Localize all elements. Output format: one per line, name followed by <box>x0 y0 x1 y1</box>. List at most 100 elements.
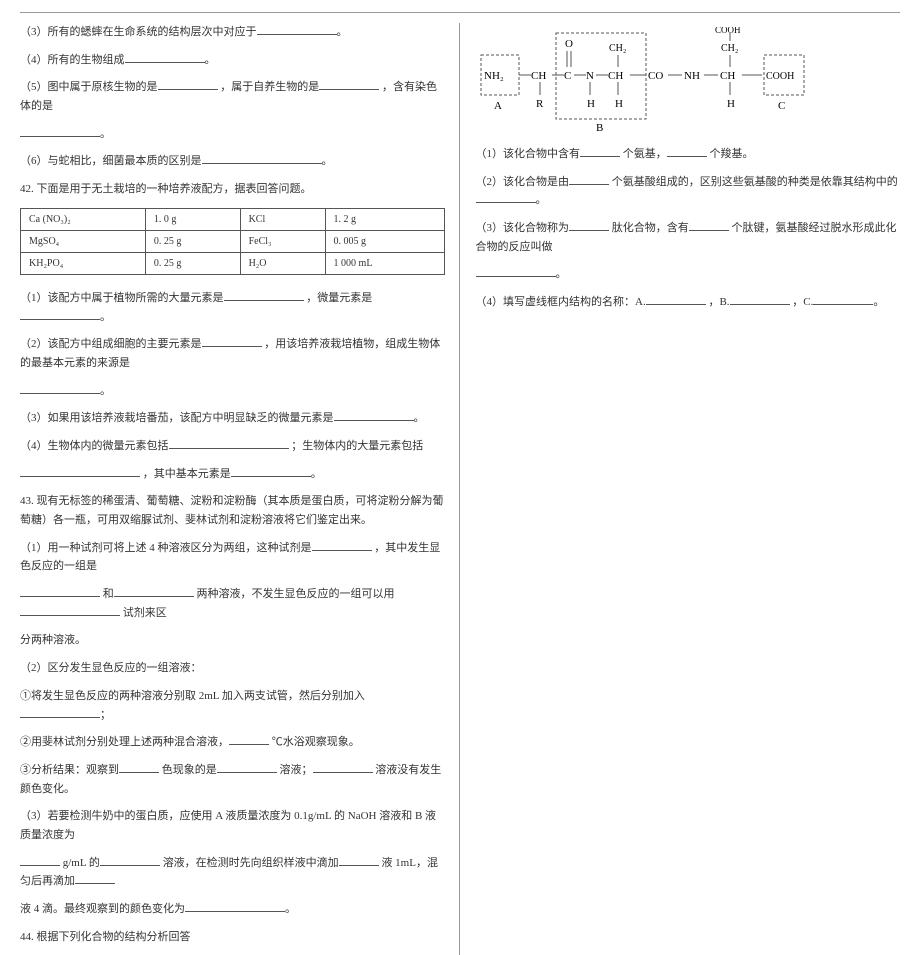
c: C <box>564 70 571 82</box>
right-column: A B C NH₂ CH C N CH CO NH CH C <box>476 23 901 955</box>
t: （1）用一种试剂可将上述 4 种溶液区分为两组，这种试剂是 <box>20 542 312 554</box>
cooh: COOH <box>715 27 741 35</box>
t: 试剂来区 <box>123 607 167 619</box>
top-rule <box>20 12 900 13</box>
blank <box>569 173 609 185</box>
blank <box>646 293 706 305</box>
blank <box>569 219 609 231</box>
nh: NH <box>684 70 700 82</box>
q43: 43. 现有无标签的稀蛋清、葡萄糖、淀粉和淀粉酶（其本质是蛋白质，可将淀粉分解为… <box>20 492 445 529</box>
blank <box>20 382 100 394</box>
peptide-diagram: A B C NH₂ CH C N CH CO NH CH C <box>476 27 901 135</box>
blank <box>689 219 729 231</box>
nutrient-table: Ca (NO₃)₂ 1. 0 g KCl 1. 2 g MgSO₄ 0. 25 … <box>20 208 445 275</box>
peptide-svg: A B C NH₂ CH C N CH CO NH CH C <box>476 27 806 132</box>
blank <box>217 761 277 773</box>
blank <box>580 145 620 157</box>
r-q4: （4）填写虚线框内结构的名称：A. ，B. ，C.。 <box>476 293 901 312</box>
t: （2）区分发生显色反应的一组溶液： <box>20 662 202 674</box>
t: 和 <box>103 588 114 600</box>
r-q3b: 。 <box>476 265 901 284</box>
blank <box>202 335 262 347</box>
blank <box>813 293 873 305</box>
q43-3c: 液 4 滴。最终观察到的颜色变化为。 <box>20 900 445 919</box>
r: R <box>536 98 544 110</box>
blank <box>20 854 60 866</box>
cell: KCl <box>240 208 325 230</box>
t: 溶液； <box>280 764 313 776</box>
t: ，其中基本元素是 <box>143 468 231 480</box>
q43-1b: 和 两种溶液，不发生显色反应的一组可以用 试剂来区 <box>20 585 445 622</box>
t: （4）填写虚线框内结构的名称：A. <box>476 296 646 308</box>
blank <box>257 23 337 35</box>
blank <box>476 191 536 203</box>
ch: CH <box>608 70 623 82</box>
t: ②用斐林试剂分别处理上述两种混合溶液， <box>20 736 229 748</box>
blank <box>20 465 140 477</box>
q4-line: （4）所有的生物组成。 <box>20 51 445 70</box>
q4-text: （4）所有的生物组成 <box>20 54 125 66</box>
q42-text: 42. 下面是用于无土栽培的一种培养液配方，据表回答问题。 <box>20 183 312 195</box>
label-a: A <box>494 100 502 112</box>
t: （1）该化合物中含有 <box>476 148 581 160</box>
t: 溶液，在检测时先向组织样液中滴加 <box>163 857 339 869</box>
t: 43. 现有无标签的稀蛋清、葡萄糖、淀粉和淀粉酶（其本质是蛋白质，可将淀粉分解为… <box>20 495 444 526</box>
q44: 44. 根据下列化合物的结构分析回答 <box>20 928 445 947</box>
two-column-layout: （3）所有的蟋蟀在生命系统的结构层次中对应于。 （4）所有的生物组成。 （5）图… <box>20 23 900 955</box>
blank <box>319 78 379 90</box>
q6-text: （6）与蛇相比，细菌最本质的区别是 <box>20 155 202 167</box>
cooh: COOH <box>766 71 794 82</box>
blank <box>20 585 100 597</box>
q43-3b: g/mL 的 溶液，在检测时先向组织样液中滴加 液 1mL，混匀后再滴加 <box>20 854 445 891</box>
h: H <box>615 98 623 110</box>
blank <box>114 585 194 597</box>
t: 个氨基， <box>623 148 667 160</box>
t: 液 4 滴。最终观察到的颜色变化为 <box>20 903 185 915</box>
blank <box>185 900 285 912</box>
h: H <box>587 98 595 110</box>
blank <box>20 706 100 718</box>
t: （3）该化合物称为 <box>476 222 570 234</box>
q42-4: （4）生物体内的微量元素包括 ；生物体内的大量元素包括 <box>20 437 445 456</box>
blank <box>20 308 100 320</box>
q42-1: （1）该配方中属于植物所需的大量元素是 ，微量元素是。 <box>20 289 445 326</box>
blank <box>334 409 414 421</box>
q42-2b: 。 <box>20 382 445 401</box>
ch2: CH₂ <box>721 43 738 54</box>
cell: 0. 25 g <box>145 230 240 252</box>
t: ；生物体内的大量元素包括 <box>291 440 423 452</box>
t: g/mL 的 <box>63 857 100 869</box>
blank <box>119 761 159 773</box>
q43-1c: 分两种溶液。 <box>20 631 445 650</box>
blank <box>169 437 289 449</box>
co: CO <box>648 70 663 82</box>
t: （2）该化合物是由 <box>476 176 570 188</box>
o: O <box>565 38 573 50</box>
t: （2）该配方中组成细胞的主要元素是 <box>20 338 202 350</box>
cell: H₂O <box>240 252 325 274</box>
cell: FeCl₃ <box>240 230 325 252</box>
q42-title: 42. 下面是用于无土栽培的一种培养液配方，据表回答问题。 <box>20 180 445 199</box>
q5b: ，属于自养生物的是 <box>220 81 319 93</box>
t: （3）如果用该培养液栽培番茄，该配方中明显缺乏的微量元素是 <box>20 412 334 424</box>
t: 色现象的是 <box>162 764 217 776</box>
cell: 0. 005 g <box>325 230 444 252</box>
n: N <box>586 70 594 82</box>
blank <box>313 761 373 773</box>
t: （4）生物体内的微量元素包括 <box>20 440 169 452</box>
blank <box>229 733 269 745</box>
blank <box>20 125 100 137</box>
blank <box>202 152 322 164</box>
cell: MgSO₄ <box>21 230 146 252</box>
q43-2-1: ①将发生显色反应的两种溶液分别取 2mL 加入两支试管，然后分别加入； <box>20 687 445 724</box>
t: 分两种溶液。 <box>20 634 86 646</box>
blank <box>231 465 311 477</box>
r-q3: （3）该化合物称为 肽化合物，含有 个肽键，氨基酸经过脱水形成此化合物的反应叫做 <box>476 219 901 256</box>
blank <box>312 539 372 551</box>
table-row: MgSO₄ 0. 25 g FeCl₃ 0. 005 g <box>21 230 445 252</box>
t: ，B. <box>708 296 729 308</box>
q3-line: （3）所有的蟋蟀在生命系统的结构层次中对应于。 <box>20 23 445 42</box>
blank <box>476 265 556 277</box>
label-c: C <box>778 100 785 112</box>
blank <box>75 872 115 884</box>
